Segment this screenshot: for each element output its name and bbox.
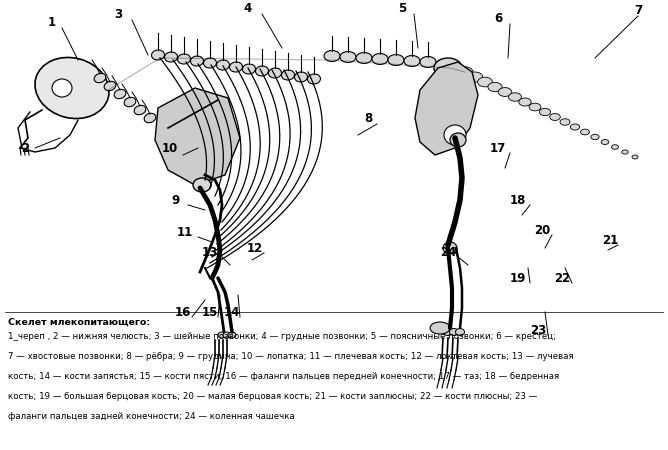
- Ellipse shape: [281, 70, 295, 80]
- Ellipse shape: [193, 178, 211, 192]
- Ellipse shape: [468, 72, 483, 82]
- Text: 22: 22: [554, 271, 570, 284]
- Ellipse shape: [519, 98, 531, 106]
- Ellipse shape: [488, 82, 502, 92]
- Ellipse shape: [228, 332, 236, 338]
- Ellipse shape: [223, 332, 231, 338]
- Ellipse shape: [420, 57, 436, 68]
- Text: 7 — хвостовые позвонки; 8 — рёбра; 9 — грудина; 10 — лопатка; 11 — плечевая кост: 7 — хвостовые позвонки; 8 — рёбра; 9 — г…: [8, 352, 574, 361]
- Polygon shape: [155, 88, 240, 185]
- Text: 7: 7: [634, 4, 642, 17]
- Text: 4: 4: [244, 1, 252, 14]
- Ellipse shape: [35, 58, 109, 118]
- Ellipse shape: [404, 55, 420, 67]
- Ellipse shape: [340, 51, 356, 63]
- Ellipse shape: [242, 64, 255, 74]
- Ellipse shape: [114, 89, 126, 99]
- Text: кость; 19 — большая берцовая кость; 20 — малая берцовая кость; 21 — кости заплюс: кость; 19 — большая берцовая кость; 20 —…: [8, 392, 537, 401]
- Ellipse shape: [601, 140, 609, 144]
- Ellipse shape: [307, 74, 321, 84]
- Text: 3: 3: [114, 8, 122, 21]
- Ellipse shape: [204, 58, 216, 68]
- Ellipse shape: [591, 135, 599, 140]
- Ellipse shape: [444, 328, 452, 336]
- Text: 23: 23: [530, 324, 546, 337]
- Ellipse shape: [295, 72, 307, 82]
- Text: 21: 21: [602, 234, 618, 247]
- Text: 15: 15: [202, 306, 218, 319]
- Text: 6: 6: [494, 12, 502, 24]
- Text: 17: 17: [490, 141, 506, 154]
- Text: 8: 8: [364, 112, 372, 125]
- Text: 19: 19: [510, 271, 526, 284]
- Text: 10: 10: [162, 141, 178, 154]
- Ellipse shape: [529, 103, 541, 111]
- Ellipse shape: [498, 88, 512, 96]
- Ellipse shape: [94, 73, 106, 83]
- Ellipse shape: [457, 67, 473, 77]
- Ellipse shape: [230, 62, 242, 72]
- Text: 14: 14: [224, 306, 240, 319]
- Text: фаланги пальцев задней конечности; 24 — коленная чашечка: фаланги пальцев задней конечности; 24 — …: [8, 412, 295, 421]
- Polygon shape: [415, 62, 478, 155]
- Ellipse shape: [134, 105, 146, 115]
- Ellipse shape: [456, 328, 464, 336]
- Ellipse shape: [164, 52, 178, 62]
- Text: 18: 18: [510, 194, 526, 207]
- Ellipse shape: [190, 56, 204, 66]
- Ellipse shape: [632, 155, 638, 159]
- Text: 24: 24: [440, 246, 456, 258]
- Ellipse shape: [152, 50, 164, 60]
- Ellipse shape: [218, 332, 226, 338]
- Text: 16: 16: [175, 306, 191, 319]
- Ellipse shape: [178, 54, 190, 64]
- Ellipse shape: [450, 133, 466, 147]
- Ellipse shape: [324, 50, 340, 62]
- Ellipse shape: [434, 58, 462, 78]
- Text: 1_череп , 2 — нижняя челюсть; 3 — шейные позвонки; 4 — грудные позвонки; 5 — поя: 1_череп , 2 — нижняя челюсть; 3 — шейные…: [8, 332, 556, 341]
- Text: 2: 2: [21, 141, 29, 154]
- Ellipse shape: [430, 322, 450, 334]
- Ellipse shape: [611, 145, 619, 149]
- Text: 9: 9: [171, 194, 179, 207]
- Ellipse shape: [388, 54, 404, 66]
- Text: 13: 13: [202, 246, 218, 258]
- Ellipse shape: [560, 119, 570, 125]
- Ellipse shape: [104, 81, 116, 91]
- Ellipse shape: [356, 53, 372, 63]
- Text: 5: 5: [398, 1, 406, 14]
- Ellipse shape: [444, 125, 466, 145]
- Ellipse shape: [144, 113, 156, 123]
- Text: Скелет млекопитающего:: Скелет млекопитающего:: [8, 318, 150, 327]
- Ellipse shape: [539, 108, 550, 116]
- Ellipse shape: [372, 54, 388, 64]
- Text: кость; 14 — кости запястья; 15 — кости пясти; 16 — фаланги пальцев передней коне: кость; 14 — кости запястья; 15 — кости п…: [8, 372, 559, 381]
- Ellipse shape: [450, 328, 458, 336]
- Ellipse shape: [622, 150, 628, 154]
- Ellipse shape: [570, 124, 580, 130]
- Ellipse shape: [52, 79, 72, 97]
- Ellipse shape: [216, 60, 230, 70]
- Ellipse shape: [124, 97, 136, 107]
- Text: 12: 12: [247, 242, 263, 255]
- Ellipse shape: [443, 242, 457, 254]
- Ellipse shape: [478, 77, 492, 87]
- Text: 11: 11: [177, 225, 193, 238]
- Ellipse shape: [256, 66, 269, 76]
- Text: 20: 20: [534, 224, 550, 237]
- Ellipse shape: [580, 129, 589, 135]
- Ellipse shape: [269, 68, 281, 78]
- Text: 1: 1: [48, 15, 56, 28]
- Ellipse shape: [508, 93, 522, 101]
- Ellipse shape: [550, 113, 560, 121]
